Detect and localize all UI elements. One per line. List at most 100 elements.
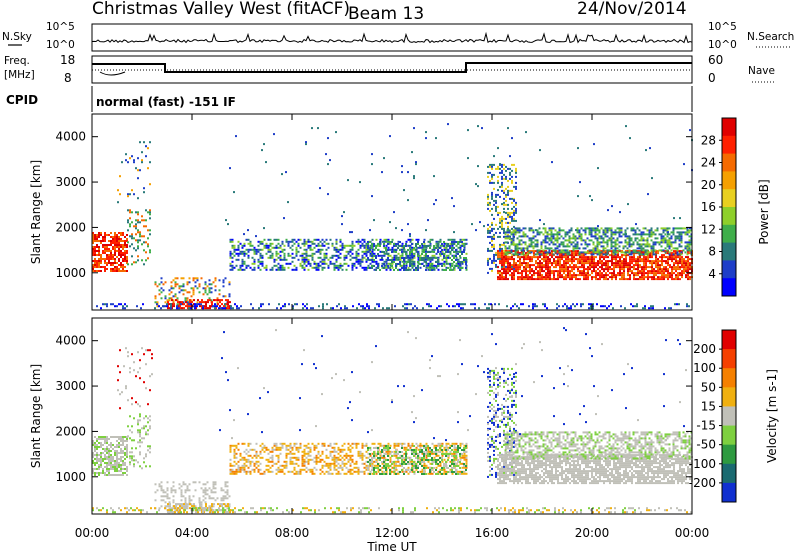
heatmap-cell bbox=[137, 177, 139, 180]
heatmap-cell bbox=[145, 455, 147, 458]
heatmap-cell bbox=[255, 250, 258, 253]
heatmap-cell bbox=[98, 454, 100, 456]
heatmap-cell bbox=[200, 277, 203, 280]
heatmap-cell bbox=[605, 274, 607, 277]
heatmap-cell bbox=[577, 270, 579, 273]
heatmap-cell bbox=[459, 246, 462, 249]
heatmap-cell bbox=[514, 253, 517, 256]
heatmap-cell bbox=[303, 258, 306, 261]
heatmap-cell bbox=[581, 274, 583, 277]
heatmap-cell bbox=[518, 229, 521, 232]
heatmap-cell bbox=[501, 243, 503, 246]
heatmap-cell bbox=[565, 260, 567, 263]
heatmap-cell bbox=[486, 307, 488, 310]
heatmap-cell bbox=[160, 297, 163, 300]
heatmap-cell bbox=[381, 258, 384, 261]
heatmap-cell bbox=[145, 387, 147, 390]
heatmap-cell bbox=[104, 303, 106, 306]
heatmap-cell bbox=[527, 278, 529, 281]
heatmap-cell bbox=[319, 244, 322, 247]
heatmap-cell bbox=[567, 276, 569, 279]
heatmap-cell bbox=[537, 272, 539, 275]
heatmap-cell bbox=[253, 258, 256, 261]
heatmap-cell bbox=[355, 266, 358, 269]
heatmap-cell bbox=[323, 262, 326, 265]
heatmap-cell bbox=[309, 244, 312, 247]
heatmap-cell bbox=[212, 305, 214, 308]
heatmap-cell bbox=[475, 229, 477, 232]
heatmap-cell bbox=[351, 248, 354, 251]
heatmap-cell bbox=[601, 266, 603, 269]
heatmap-cell bbox=[598, 243, 601, 246]
heatmap-cell bbox=[586, 245, 589, 248]
heatmap-cell bbox=[592, 243, 595, 246]
heatmap-cell bbox=[122, 462, 124, 464]
heatmap-cell bbox=[563, 266, 565, 269]
heatmap-cell bbox=[489, 257, 491, 260]
heatmap-cell bbox=[100, 460, 102, 462]
heatmap-cell bbox=[517, 270, 519, 273]
heatmap-cell bbox=[542, 227, 545, 230]
heatmap-cell bbox=[124, 464, 126, 466]
heatmap-cell bbox=[118, 474, 120, 476]
heatmap-cell bbox=[178, 487, 181, 490]
heatmap-cell bbox=[551, 270, 553, 273]
heatmap-cell bbox=[489, 165, 491, 168]
heatmap-cell bbox=[149, 447, 151, 450]
heatmap-cell bbox=[116, 246, 118, 248]
heatmap-cell bbox=[549, 254, 551, 257]
heatmap-cell bbox=[673, 262, 675, 265]
heatmap-cell bbox=[379, 241, 381, 243]
heatmap-cell bbox=[411, 256, 414, 259]
heatmap-cell bbox=[594, 227, 597, 230]
heatmap-cell bbox=[414, 305, 416, 308]
heatmap-cell bbox=[493, 227, 495, 230]
heatmap-cell bbox=[649, 270, 651, 273]
heatmap-cell bbox=[527, 258, 529, 261]
heatmap-cell bbox=[301, 254, 304, 257]
heatmap-cell bbox=[399, 245, 401, 247]
heatmap-cell bbox=[509, 177, 511, 180]
heatmap-cell bbox=[601, 274, 603, 277]
heatmap-cell bbox=[550, 231, 553, 234]
heatmap-cell bbox=[407, 223, 409, 226]
heatmap-cell bbox=[110, 236, 112, 238]
heatmap-cell bbox=[679, 252, 681, 255]
heatmap-cell bbox=[365, 268, 368, 271]
heatmap-cell bbox=[141, 235, 143, 238]
heatmap-cell bbox=[194, 303, 196, 306]
heatmap-cell bbox=[102, 444, 104, 446]
heatmap-cell bbox=[530, 251, 533, 254]
heatmap-cell bbox=[559, 270, 561, 273]
heatmap-cell bbox=[166, 481, 169, 484]
heatmap-cell bbox=[184, 501, 187, 504]
heatmap-cell bbox=[680, 239, 683, 242]
heatmap-cell bbox=[192, 293, 195, 296]
heatmap-cell bbox=[581, 270, 583, 273]
heatmap-cell bbox=[399, 258, 402, 261]
heatmap-cell bbox=[160, 505, 163, 508]
heatmap-cell bbox=[623, 266, 625, 269]
heatmap-cell bbox=[682, 227, 685, 230]
heatmap-cell bbox=[172, 499, 175, 502]
heatmap-cell bbox=[514, 249, 517, 252]
heatmap-cell bbox=[645, 260, 647, 263]
heatmap-cell bbox=[525, 276, 527, 279]
heatmap-cell bbox=[644, 239, 647, 242]
heatmap-cell bbox=[423, 251, 425, 253]
heatmap-cell bbox=[120, 458, 122, 460]
heatmap-cell bbox=[619, 270, 621, 273]
heatmap-cell bbox=[118, 236, 120, 238]
heatmap-cell bbox=[491, 239, 493, 242]
heatmap-cell bbox=[666, 249, 669, 252]
heatmap-cell bbox=[623, 264, 625, 267]
heatmap-cell bbox=[499, 235, 501, 238]
heatmap-cell bbox=[493, 257, 495, 260]
heatmap-cell bbox=[616, 239, 619, 242]
heatmap-cell bbox=[546, 247, 549, 250]
heatmap-cell bbox=[624, 307, 626, 310]
heatmap-cell bbox=[295, 252, 298, 255]
heatmap-cell bbox=[551, 250, 553, 253]
heatmap-cell bbox=[621, 278, 623, 281]
heatmap-cell bbox=[555, 262, 557, 265]
